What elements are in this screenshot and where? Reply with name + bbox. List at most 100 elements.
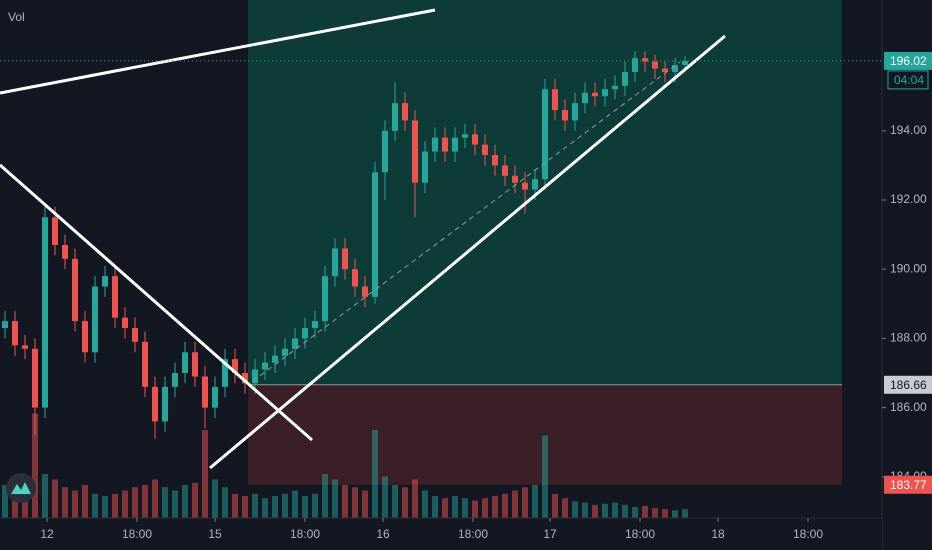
candle-body: [352, 269, 358, 287]
candle-body: [452, 137, 458, 152]
candle-body: [232, 359, 238, 374]
candle-body: [542, 89, 548, 180]
candle-body: [142, 341, 148, 387]
candle-body: [32, 348, 38, 408]
x-tick-label: 18:00: [122, 527, 152, 541]
volume-bar: [32, 413, 38, 518]
candle-body: [152, 386, 158, 422]
volume-bar: [2, 485, 8, 518]
x-tick-label: 15: [208, 527, 222, 541]
volume-bar: [362, 490, 368, 518]
volume-bar: [442, 498, 448, 518]
entry-label-bg: [884, 375, 932, 394]
stop-label-bg: [884, 475, 932, 494]
candle-body: [2, 321, 8, 329]
candle-body: [362, 286, 368, 297]
trend-line[interactable]: [209, 34, 726, 470]
candle-body: [292, 338, 298, 349]
candle-body: [532, 179, 538, 190]
candle-body: [632, 58, 638, 72]
candle-body: [582, 92, 588, 104]
volume-bar: [422, 490, 428, 518]
volume-bar: [222, 487, 228, 518]
countdown-label: 04:04: [894, 73, 924, 87]
volume-bar: [72, 490, 78, 518]
candle-body: [332, 248, 338, 277]
volume-bar: [562, 498, 568, 518]
trend-line[interactable]: [0, 8, 436, 95]
candle-body: [102, 276, 108, 287]
candle-body: [382, 130, 388, 173]
volume-bar: [642, 505, 648, 518]
volume-bar: [172, 490, 178, 518]
logo[interactable]: [6, 473, 36, 503]
volume-bar: [252, 493, 258, 518]
volume-bar: [552, 493, 558, 518]
volume-bar: [202, 430, 208, 518]
volume-bar: [412, 479, 418, 518]
volume-bar: [502, 493, 508, 518]
candle-body: [502, 165, 508, 176]
volume-bar: [682, 509, 688, 518]
candle-body: [612, 85, 618, 90]
x-tick-label: 18:00: [458, 527, 488, 541]
y-tick-label: 186.00: [890, 400, 927, 414]
volume-bar: [542, 435, 548, 518]
candle-body: [682, 60, 688, 66]
candle-body: [512, 175, 518, 183]
candle-body: [122, 317, 128, 329]
volume-bar: [352, 487, 358, 518]
candle-body: [312, 321, 318, 329]
candle-body: [432, 137, 438, 152]
candle-body: [322, 276, 328, 322]
y-tick-label: 192.00: [890, 192, 927, 206]
candle-body: [522, 182, 528, 190]
candle-body: [492, 155, 498, 166]
volume-bar: [572, 501, 578, 518]
volume-bar: [22, 487, 28, 518]
volume-bar: [192, 482, 198, 518]
candle-body: [252, 369, 258, 384]
candle-body: [652, 61, 658, 69]
x-tick-label: 12: [40, 527, 54, 541]
volume-bar: [452, 496, 458, 518]
candle-body: [592, 92, 598, 97]
x-tick-label: 16: [376, 527, 390, 541]
x-tick-label: 18: [711, 527, 725, 541]
trend-line[interactable]: [0, 163, 313, 442]
candle-body: [212, 386, 218, 408]
candle-body: [62, 244, 68, 259]
volume-bar: [242, 496, 248, 518]
volume-bar: [672, 510, 678, 518]
volume-bar: [102, 496, 108, 518]
volume-bar: [592, 504, 598, 518]
countdown-bg: [887, 70, 929, 90]
volume-bar: [272, 496, 278, 518]
volume-bar: [312, 493, 318, 518]
volume-bar: [612, 502, 618, 518]
volume-bar: [232, 493, 238, 518]
volume-bar: [152, 479, 158, 518]
candle-body: [422, 151, 428, 183]
last-price-label: 196.02: [890, 54, 927, 68]
time-axis: [0, 518, 882, 550]
volume-bar: [372, 430, 378, 518]
volume-bar: [432, 496, 438, 518]
entry-label: 186.66: [890, 378, 927, 392]
volume-bar: [632, 507, 638, 518]
volume-bar: [482, 498, 488, 518]
volume-bar: [302, 496, 308, 518]
candle-body: [602, 89, 608, 97]
stop-label: 183.77: [890, 478, 927, 492]
candle-body: [72, 258, 78, 322]
volume-bar: [492, 496, 498, 518]
volume-bar: [462, 498, 468, 518]
volume-bar: [282, 493, 288, 518]
volume-bar: [122, 490, 128, 518]
volume-bar: [62, 487, 68, 518]
candle-body: [92, 286, 98, 353]
volume-bar: [52, 479, 58, 518]
candle-body: [222, 359, 228, 387]
candle-body: [622, 71, 628, 86]
candle-body: [12, 321, 18, 346]
